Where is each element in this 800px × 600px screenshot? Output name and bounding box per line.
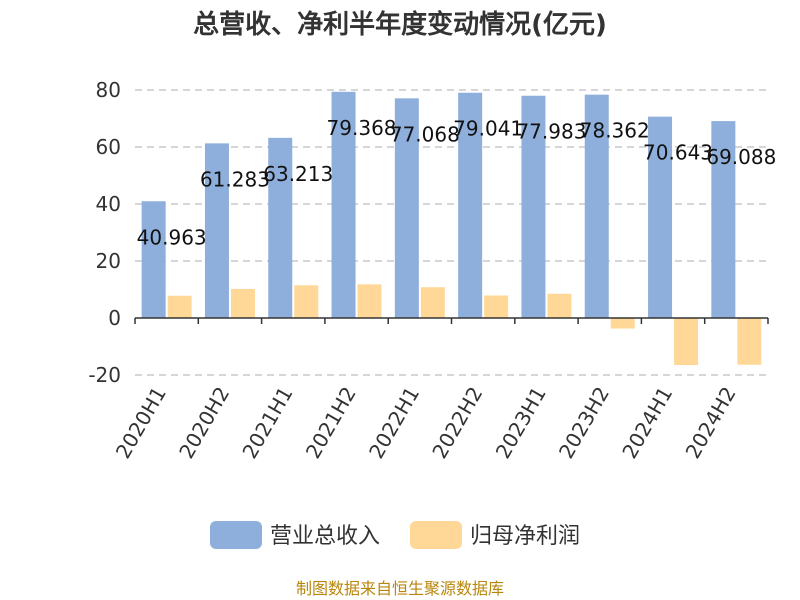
legend-label[interactable]: 归母净利润 [470,524,580,549]
net-profit-bar[interactable] [547,293,572,318]
y-tick-label: 60 [96,135,121,159]
legend-swatch-revenue[interactable] [210,521,262,549]
revenue-bar[interactable] [521,95,546,319]
x-tick-label: 2023H2 [554,383,614,463]
data-label: 77.983 [516,120,586,144]
data-label: 69.088 [706,145,776,169]
x-tick-label: 2021H1 [237,383,297,463]
x-tick-label: 2021H2 [301,383,361,463]
net-profit-bar[interactable] [674,318,699,366]
revenue-bar[interactable] [204,143,229,318]
revenue-bar[interactable] [394,98,419,318]
x-tick-label: 2020H1 [111,383,171,463]
chart-title: 总营收、净利半年度变动情况(亿元) [193,9,607,40]
data-label: 79.368 [327,116,397,140]
data-label: 77.068 [390,122,460,146]
net-profit-bar[interactable] [167,295,192,318]
data-label: 70.643 [643,141,713,165]
net-profit-bar[interactable] [484,295,509,318]
x-tick-label: 2024H1 [617,383,677,463]
x-tick-label: 2024H2 [681,383,741,463]
data-label: 63.213 [263,162,333,186]
grid [135,89,768,376]
data-label: 61.283 [200,167,270,191]
source-note: 制图数据来自恒生聚源数据库 [296,579,504,598]
net-profit-bar[interactable] [420,287,445,318]
data-label: 78.362 [580,119,650,143]
legend-label[interactable]: 营业总收入 [270,524,380,549]
revenue-bar[interactable] [331,91,356,318]
x-tick-label: 2020H2 [174,383,234,463]
revenue-bar[interactable] [458,92,483,318]
y-tick-label: -20 [88,363,121,387]
data-label: 40.963 [137,225,207,249]
y-tick-label: 20 [96,249,121,273]
x-tick-label: 2023H1 [491,383,551,463]
net-profit-bar[interactable] [610,318,635,329]
revenue-bar[interactable] [584,94,609,318]
net-profit-bar[interactable] [737,318,762,365]
y-tick-label: 0 [108,306,121,330]
x-tick-label: 2022H1 [364,383,424,463]
y-tick-label: 80 [96,78,121,102]
x-tick-label: 2022H2 [427,383,487,463]
revenue-bar[interactable] [648,116,673,318]
revenue-bar[interactable] [711,121,736,318]
revenue-bar[interactable] [268,137,293,318]
bars [141,91,762,366]
legend-swatch-net-profit[interactable] [410,521,462,549]
y-tick-label: 40 [96,192,121,216]
data-label: 79.041 [453,117,523,141]
net-profit-bar[interactable] [357,284,382,318]
revenue-bar[interactable] [141,201,166,318]
legend[interactable]: 营业总收入 归母净利润 [210,521,580,549]
net-profit-bar[interactable] [294,285,319,318]
net-profit-bar[interactable] [230,288,255,318]
